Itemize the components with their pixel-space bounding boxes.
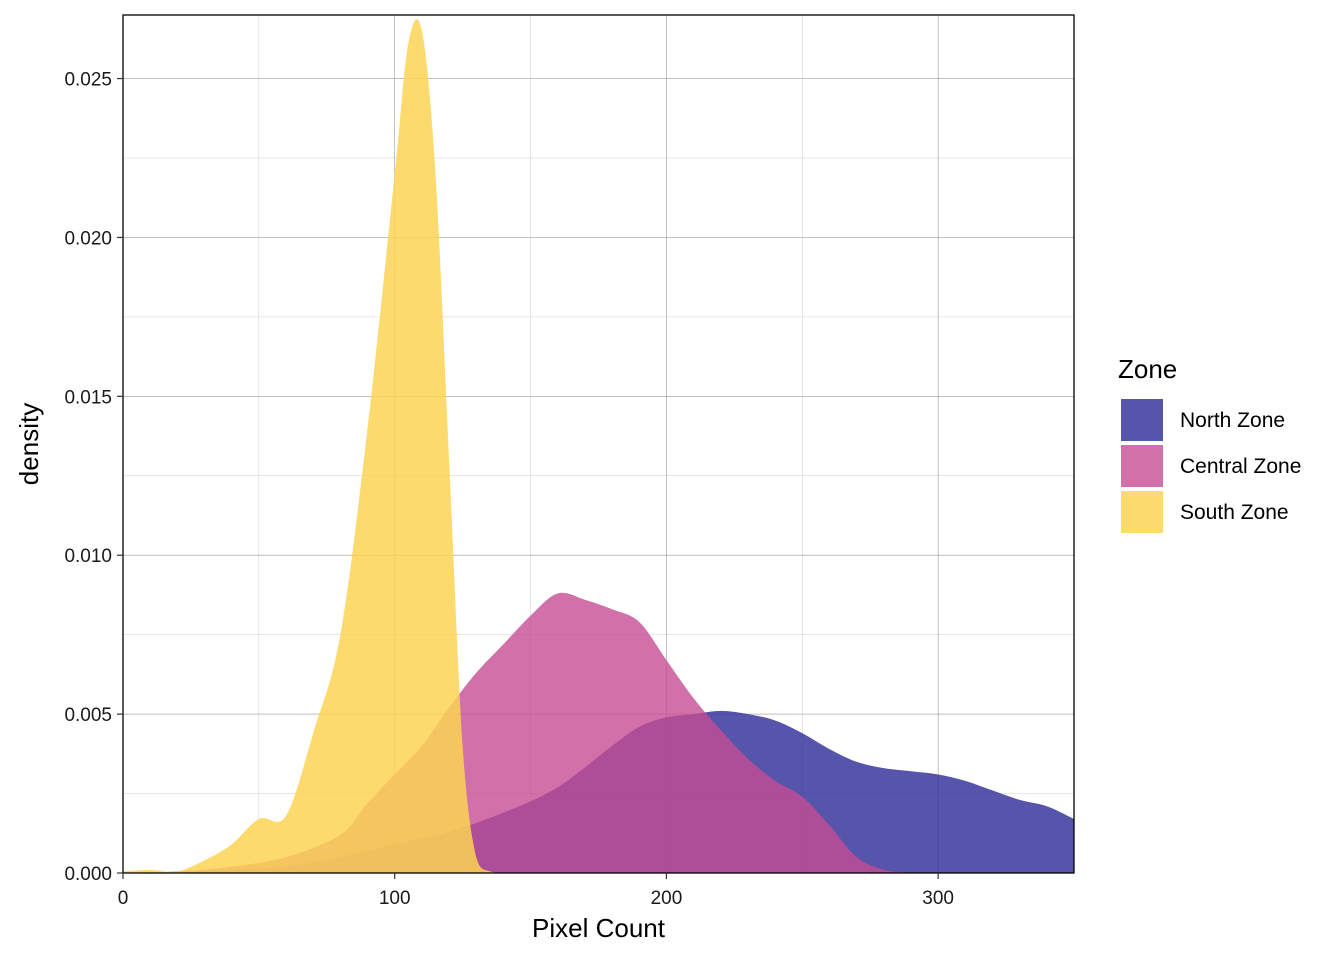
legend: Zone North Zone Central Zone South Zone — [1118, 354, 1301, 534]
x-tick-label: 0 — [118, 888, 129, 909]
y-axis-title: density — [14, 403, 44, 485]
y-tick-label: 0.010 — [64, 546, 112, 567]
y-tick-label: 0.015 — [64, 387, 112, 408]
legend-label-south-zone: South Zone — [1180, 501, 1289, 524]
x-axis: 0 100 200 300 — [118, 873, 954, 909]
density-area-central-zone — [123, 592, 911, 873]
y-tick-label: 0.005 — [64, 705, 112, 726]
x-tick-label: 300 — [922, 888, 954, 909]
y-tick-label: 0.025 — [64, 70, 112, 91]
y-tick-label: 0.000 — [64, 864, 112, 885]
legend-items: North Zone Central Zone South Zone — [1120, 398, 1301, 534]
panel-border — [122, 14, 1075, 874]
x-tick-label: 100 — [379, 888, 411, 909]
legend-label-north-zone: North Zone — [1180, 409, 1285, 432]
legend-title: Zone — [1118, 354, 1177, 384]
x-tick-label: 200 — [651, 888, 683, 909]
density-areas — [123, 19, 1074, 873]
legend-swatch-central-zone — [1121, 445, 1163, 487]
y-tick-label: 0.020 — [64, 228, 112, 249]
legend-label-central-zone: Central Zone — [1180, 455, 1301, 478]
legend-swatch-north-zone — [1121, 399, 1163, 441]
x-axis-title: Pixel Count — [532, 913, 666, 943]
density-area-south-zone — [123, 19, 504, 873]
y-axis: 0.000 0.005 0.010 0.015 0.020 0.025 — [64, 70, 123, 885]
legend-swatch-south-zone — [1121, 491, 1163, 533]
